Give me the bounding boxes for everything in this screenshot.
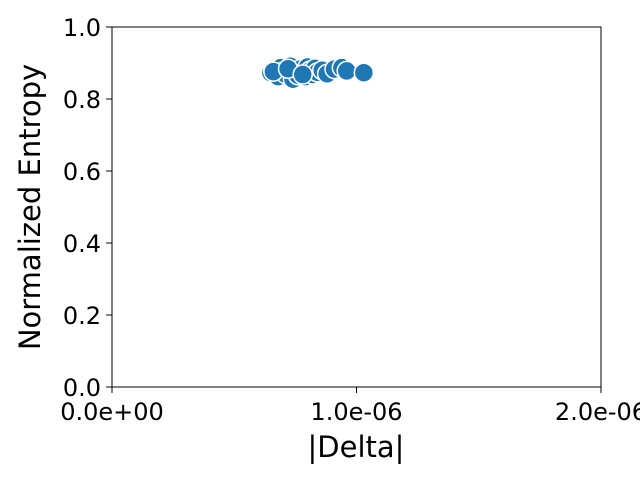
data-point: [292, 64, 313, 85]
x-tick-label: 2.0e-06: [555, 398, 640, 426]
y-tick-label: 0.8: [63, 86, 101, 114]
plot-area: [112, 27, 601, 387]
y-tick-label: 1.0: [63, 14, 101, 42]
x-axis-label: |Delta|: [308, 430, 405, 464]
y-tick-label: 0.4: [63, 230, 101, 258]
x-tick-label: 1.0e-06: [310, 398, 402, 426]
x-axis: 0.0e+00 1.0e-06 2.0e-06: [60, 387, 640, 426]
data-point: [336, 60, 357, 82]
y-tick-label: 0.2: [63, 302, 101, 330]
x-tick-label: 0.0e+00: [60, 398, 164, 426]
y-tick-label: 0.6: [63, 158, 101, 186]
y-axis: 0.0 0.2 0.4 0.6 0.8 1.0: [63, 14, 112, 402]
data-point: [353, 62, 375, 83]
y-tick-label: 0.0: [63, 374, 101, 402]
points-layer: [260, 55, 375, 90]
y-axis-label: Normalized Entropy: [13, 64, 47, 350]
